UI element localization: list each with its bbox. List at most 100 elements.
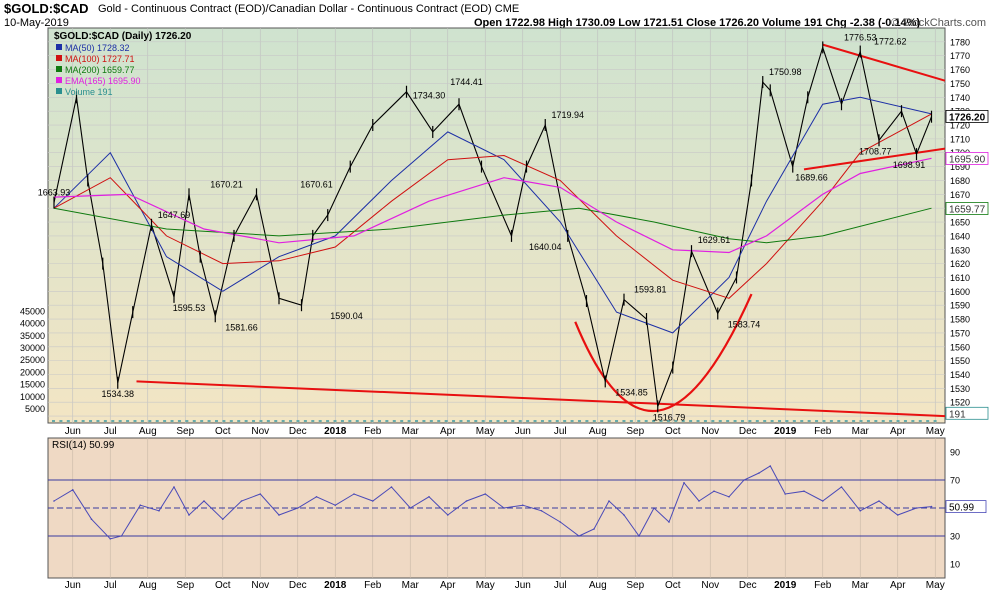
y-tick-label: 1770 [950,51,970,61]
rsi-x-tick-label: Mar [402,580,420,591]
rsi-point [120,535,123,537]
volume-bar [81,420,85,422]
series-line-ma-200- [53,207,932,244]
x-tick-label: Oct [665,426,681,437]
rsi-point [915,507,918,509]
x-tick-label: Nov [251,426,269,437]
volume-bar [429,420,433,422]
volume-bar [533,420,537,422]
rsi-point [428,496,430,498]
volume-bar [481,420,485,422]
volume-tick-label: 10000 [20,392,45,402]
volume-bar [89,420,93,422]
y-tick-label: 1530 [950,384,970,394]
volume-tick-label: 25000 [20,355,45,365]
price-annotation: 1708.77 [859,146,892,156]
volume-bar [52,420,55,422]
rsi-point [173,486,175,488]
rsi-panel: Jun Jul Aug Sep Oct Nov Dec 2018 Feb Mar Apr May Jun… [47,437,987,591]
x-tick-label: Dec [289,426,307,437]
volume-bar [600,420,604,422]
volume-bar [355,420,359,422]
volume-bar [170,420,174,422]
price-annotation: 1595.53 [173,303,206,313]
volume-bar [326,420,330,422]
legend-item: MA(50) 1728.32 [65,43,130,53]
rsi-line [53,465,932,540]
price-annotation: 1647.69 [158,210,191,220]
volume-bar [807,420,811,422]
volume-bar [585,420,589,422]
price-annotation: 1744.41 [450,77,483,87]
y-tick-label: 1760 [950,65,970,75]
y-tick-label: 1560 [950,342,970,352]
series-line-ma-100- [53,113,932,299]
volume-bar [852,420,856,422]
ohlc-readout: Open 1722.98 High 1730.09 Low 1721.51 Cl… [474,17,921,29]
volume-bar [422,420,426,422]
x-tick-label: Jul [104,426,117,437]
x-tick-label: Jul [554,426,567,437]
falling-trendline [822,43,946,82]
rsi-x-tick-label: Feb [814,580,832,591]
volume-bar [778,420,782,422]
last-value-label: 1695.90 [949,154,986,165]
x-tick-label: Nov [701,426,719,437]
x-tick-label: Jun [65,426,81,437]
last-value-label: 191 [949,409,966,420]
volume-bar [903,420,907,422]
volume-bar [466,420,470,422]
volume-tick-label: 40000 [20,319,45,329]
rsi-point [559,521,562,523]
rsi-y-tick-label: 10 [950,560,960,570]
rsi-point [878,500,880,502]
rsi-point [446,514,449,516]
rsi-point [390,486,393,488]
volume-bar [459,420,463,422]
volume-bar [770,420,774,422]
y-tick-label: 1690 [950,162,970,172]
volume-bar [822,420,826,422]
legend-item: EMA(165) 1695.90 [65,76,141,86]
rsi-point [53,500,55,502]
rsi-point [371,500,374,502]
volume-bar [837,420,841,422]
rsi-x-tick-label: Oct [665,580,681,591]
rsi-point [653,507,655,509]
price-annotation: 1772.62 [874,37,907,47]
x-tick-label: Aug [589,426,607,437]
price-annotation: 1776.53 [844,32,877,42]
rsi-x-tick-label: Dec [739,580,757,591]
volume-bar [222,420,226,422]
volume-bar [844,420,848,422]
volume-bar [163,420,167,422]
volume-bar [274,420,278,422]
chart-description: Gold - Continuous Contract (EOD)/Canadia… [98,3,520,15]
rsi-point [593,528,595,530]
x-tick-label: Sep [176,426,194,437]
volume-bar [540,420,544,422]
rsi-x-tick-label: Apr [890,580,906,591]
rsi-point [698,500,700,502]
rsi-x-tick-label: Feb [364,580,382,591]
rsi-point [623,514,625,516]
volume-bar [696,420,700,422]
volume-bar [918,420,922,422]
rsi-point [758,472,760,474]
volume-bar [385,420,389,422]
volume-bar [911,420,915,422]
x-tick-label: Feb [364,426,382,437]
rsi-x-tick-label: Oct [215,580,231,591]
rsi-x-tick-label: Apr [440,580,456,591]
rsi-point [728,496,730,498]
volume-tick-label: 35000 [20,331,45,341]
last-value-label: 1726.20 [949,112,986,123]
price-annotation: 1534.38 [101,389,134,399]
rsi-point [743,479,745,481]
volume-bar [407,420,411,422]
rsi-y-tick-label: 70 [950,476,960,486]
rsi-point [465,500,468,502]
price-annotation: 1581.66 [225,322,258,332]
volume-bar [333,420,337,422]
rsi-point [90,518,93,520]
